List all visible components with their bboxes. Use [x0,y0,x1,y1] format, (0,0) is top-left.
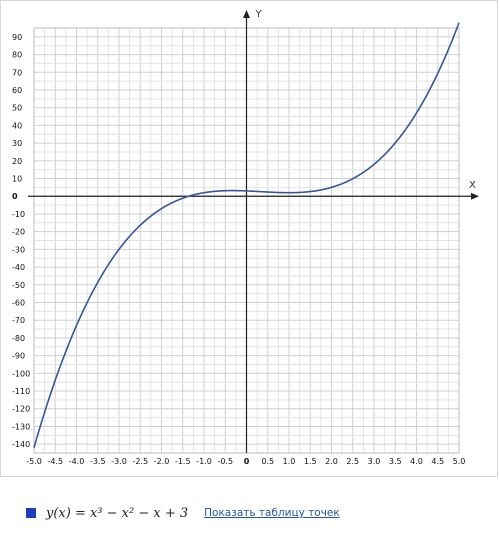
y-tick-label: 10 [12,175,22,184]
y-tick-label: -20 [12,228,25,237]
x-tick-label: 3.0 [368,457,381,466]
y-tick-label: -30 [12,245,25,254]
function-curve [33,22,460,448]
y-tick-label: 70 [12,68,22,77]
legend-formula: y(x) = x³ − x² − x + 3 [46,505,189,521]
y-tick-label: -60 [12,298,25,307]
x-tick-label: 2.5 [346,457,359,466]
y-tick-label: -130 [12,422,30,431]
x-tick-label: 1.0 [283,457,296,466]
y-tick-label: 60 [12,86,22,95]
x-tick-label: -3.0 [111,457,127,466]
x-tick-label: -3.5 [90,457,106,466]
y-tick-label: -140 [12,440,30,449]
x-tick-label: -1.5 [175,457,191,466]
x-tick-label: -1.0 [196,457,212,466]
y-tick-label: -100 [12,369,30,378]
y-tick-label: 80 [12,51,22,60]
x-tick-label: 0 [244,457,250,466]
y-tick-label: -90 [12,352,25,361]
x-tick-label: 5.0 [453,457,466,466]
x-axis-title: X [469,180,476,191]
y-tick-label: -80 [12,334,25,343]
show-points-table-link[interactable]: Показать таблицу точек [204,507,340,519]
y-tick-label: 20 [12,157,22,166]
y-tick-label: 90 [12,33,22,42]
x-tick-label: 4.5 [431,457,444,466]
y-tick-label: -10 [12,210,25,219]
x-axis-arrow-icon [471,192,479,200]
x-tick-label: 3.5 [389,457,402,466]
y-axis-arrow-icon [243,10,250,18]
y-tick-label: -70 [12,316,25,325]
x-tick-label: 2.0 [325,457,338,466]
y-tick-label: 0 [12,192,18,201]
x-tick-label: 4.0 [410,457,423,466]
chart-frame: X Y -5.0 -4.5 -4.0 -3.5 -3.0 -2.5 -2.0 -1.5 -1.0 -0… [0,0,498,477]
y-tick-label: -50 [12,281,25,290]
y-tick-label: 40 [12,121,22,130]
legend-swatch-icon [26,508,36,518]
y-tick-label: -40 [12,263,25,272]
x-tick-label: -2.5 [132,457,148,466]
x-tick-label: -4.0 [69,457,85,466]
y-tick-label: 30 [12,139,22,148]
x-tick-label: 1.5 [304,457,317,466]
x-tick-label: -2.0 [154,457,170,466]
y-tick-label: -120 [12,405,30,414]
x-tick-label: -4.5 [47,457,63,466]
y-tick-label: 50 [12,104,22,113]
x-tick-label: -0.5 [217,457,233,466]
function-graph: X Y -5.0 -4.5 -4.0 -3.5 -3.0 -2.5 -2.0 -1.5 -1.0 -0… [12,9,479,466]
x-tick-label: 0.5 [261,457,274,466]
y-tick-label: -110 [12,387,30,396]
y-axis-title: Y [255,9,263,20]
x-tick-label: -5.0 [26,457,42,466]
legend: y(x) = x³ − x² − x + 3 Показать таблицу … [26,504,340,522]
